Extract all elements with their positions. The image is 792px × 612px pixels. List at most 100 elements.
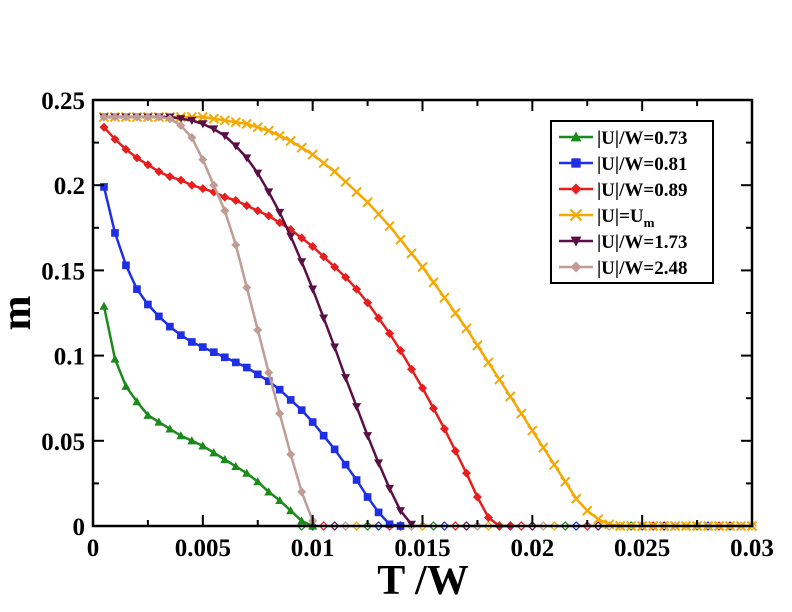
data-point [132, 397, 142, 406]
zero-baseline-marker [560, 521, 571, 531]
data-point [264, 368, 274, 378]
data-point [121, 381, 131, 390]
data-point [230, 116, 241, 128]
data-point [231, 196, 241, 206]
data-point [297, 406, 306, 414]
zero-baseline-marker [373, 521, 384, 531]
data-point [362, 197, 373, 208]
data-point [121, 144, 131, 154]
data-point [318, 157, 329, 169]
data-point [363, 493, 372, 501]
legend-item-u-w-0-89: |U|/W=0.89 [559, 180, 687, 201]
data-point [219, 115, 231, 126]
data-point [604, 519, 615, 530]
x-tick-label: 0.03 [730, 535, 774, 562]
data-point [144, 300, 152, 309]
data-point [110, 134, 120, 144]
data-point [472, 492, 482, 502]
data-point [220, 132, 230, 141]
zero-baseline-marker [593, 521, 604, 531]
data-point [385, 520, 394, 529]
data-point [363, 432, 373, 441]
legend-swatch-marker [570, 236, 582, 247]
data-point [516, 408, 527, 419]
data-point [165, 172, 175, 182]
data-point [242, 282, 252, 292]
data-point [198, 120, 208, 129]
data-point [549, 459, 560, 470]
data-point [297, 516, 307, 525]
data-point [253, 370, 262, 379]
data-point [110, 354, 120, 363]
data-point [385, 484, 395, 494]
legend-item-u-w-1-73: |U|/W=1.73 [559, 232, 687, 253]
data-point [494, 374, 505, 385]
data-point [111, 229, 119, 237]
data-point [341, 460, 350, 469]
legend-item-u-w-0-73: |U|/W=0.73 [559, 128, 687, 149]
zero-baseline-marker [582, 521, 593, 531]
data-point [275, 409, 285, 419]
data-point [253, 477, 263, 486]
data-point [439, 292, 450, 303]
zero-baseline-marker [318, 521, 329, 531]
data-point [132, 112, 142, 122]
data-point [99, 112, 109, 122]
x-tick-label: 0.005 [175, 535, 231, 562]
data-point [582, 505, 593, 516]
zero-baseline-marker [538, 521, 549, 531]
data-point [308, 242, 318, 252]
legend-label: |U|/W=2.48 [597, 258, 687, 279]
data-point [187, 436, 197, 445]
data-point [319, 252, 329, 262]
data-point [593, 513, 604, 525]
data-point [209, 348, 218, 357]
data-point [198, 155, 208, 165]
data-point [286, 506, 296, 515]
data-point [395, 234, 406, 245]
legend-swatch-marker [570, 261, 582, 273]
data-point [363, 298, 373, 308]
y-tick-label: 0.1 [54, 344, 85, 371]
data-point [176, 431, 186, 440]
data-point [340, 176, 351, 187]
zero-baseline-marker [571, 521, 582, 531]
data-point [285, 135, 296, 147]
series-u-w-0-81 [100, 183, 405, 530]
data-point [538, 442, 549, 453]
data-point [560, 476, 571, 487]
data-point [110, 112, 120, 122]
data-point [571, 493, 582, 504]
data-point [187, 132, 197, 142]
data-point [319, 431, 328, 440]
data-point [428, 277, 439, 288]
data-point [374, 459, 384, 468]
data-point [220, 192, 230, 202]
zero-baseline-marker [549, 521, 560, 531]
data-point [483, 357, 494, 368]
data-point [330, 262, 340, 272]
x-tick-label: 0.02 [510, 535, 554, 562]
data-point [296, 142, 307, 153]
data-point [252, 122, 263, 133]
data-point [286, 449, 296, 459]
zero-baseline-marker [351, 521, 362, 531]
data-point [264, 188, 274, 197]
data-point [154, 167, 164, 177]
data-point [99, 301, 109, 310]
axes-layer: 0 0.005 0.01 0.015 0.02 0.025 0.03 0 0.05 0.1 0.15… [41, 88, 774, 562]
data-point [373, 208, 384, 220]
data-point [351, 186, 362, 198]
data-point [275, 385, 284, 394]
data-point [208, 113, 220, 124]
zero-baseline-marker [329, 521, 340, 531]
y-tick-label: 0 [73, 514, 86, 541]
data-point [407, 364, 417, 374]
data-point [197, 111, 209, 123]
data-point [122, 261, 130, 270]
data-point [297, 487, 307, 497]
data-point [231, 142, 241, 151]
data-point [274, 130, 285, 141]
data-point [264, 211, 274, 221]
